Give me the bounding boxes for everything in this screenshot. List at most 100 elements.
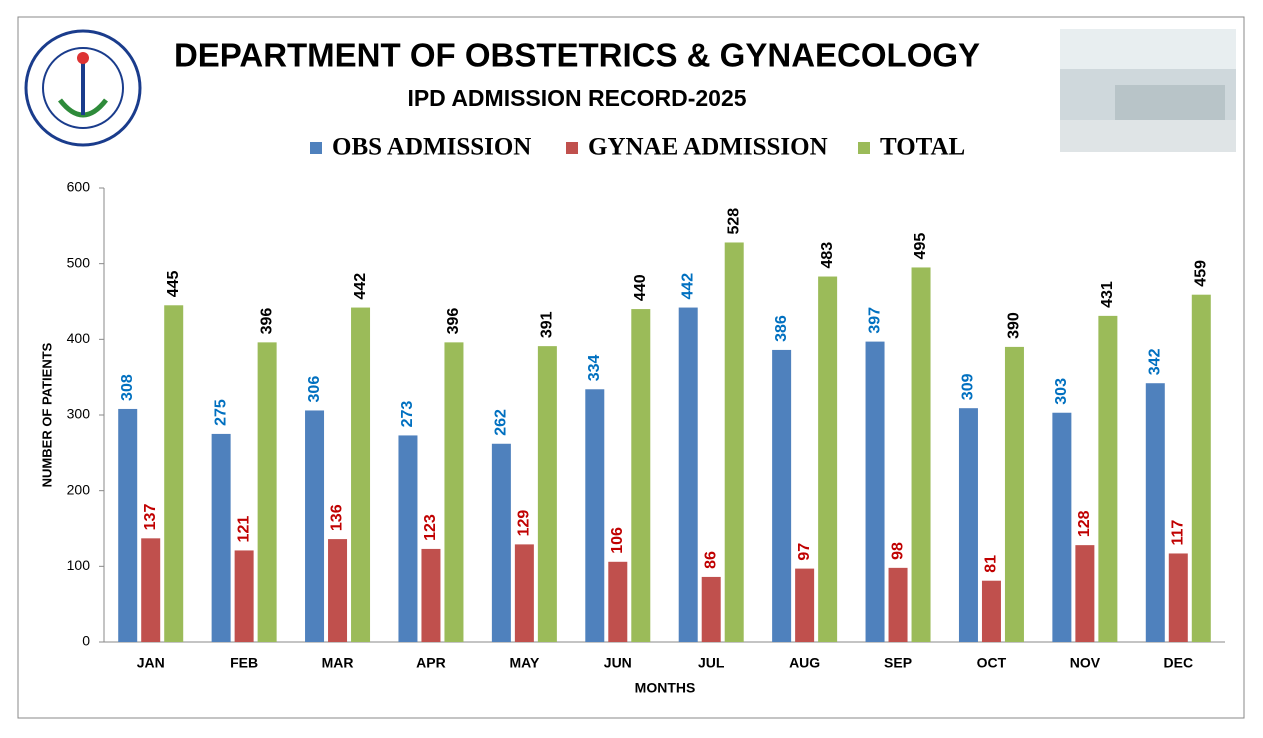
x-axis-label: MONTHS xyxy=(635,680,696,696)
bar xyxy=(1098,315,1118,642)
bar xyxy=(351,307,371,642)
logo xyxy=(24,29,142,147)
bar xyxy=(328,539,348,642)
value-label: 275 xyxy=(212,399,229,426)
value-label: 98 xyxy=(889,542,906,560)
value-label: 431 xyxy=(1099,281,1116,308)
value-label: 390 xyxy=(1006,312,1023,339)
bar xyxy=(118,408,138,642)
value-label: 136 xyxy=(329,504,346,531)
value-label: 442 xyxy=(352,273,369,300)
value-label: 396 xyxy=(445,308,462,335)
bar xyxy=(1075,545,1095,642)
value-label: 262 xyxy=(493,409,510,436)
value-label: 97 xyxy=(796,543,813,561)
value-label: 86 xyxy=(702,551,719,569)
value-label: 459 xyxy=(1193,260,1210,287)
x-tick-label: JUL xyxy=(698,655,725,671)
value-label: 397 xyxy=(866,307,883,334)
value-label: 273 xyxy=(399,401,416,428)
bar xyxy=(1191,294,1211,642)
bar xyxy=(1052,412,1072,642)
value-label: 128 xyxy=(1076,510,1093,537)
x-tick-label: AUG xyxy=(789,655,820,671)
legend-swatch xyxy=(310,142,322,154)
value-label: 396 xyxy=(258,308,275,335)
bar xyxy=(981,580,1001,642)
bar xyxy=(491,443,511,642)
value-label: 306 xyxy=(306,376,323,403)
value-label: 123 xyxy=(422,514,439,541)
value-label: 342 xyxy=(1147,348,1164,375)
bar xyxy=(818,276,838,642)
value-label: 483 xyxy=(819,242,836,269)
bar xyxy=(865,341,885,642)
bar xyxy=(888,567,908,642)
legend-label: OBS ADMISSION xyxy=(332,134,531,161)
value-label: 442 xyxy=(679,273,696,300)
bar xyxy=(141,538,161,642)
y-tick-label: 500 xyxy=(67,254,91,270)
legend-swatch xyxy=(858,142,870,154)
bar xyxy=(164,305,184,642)
y-axis-label: NUMBER OF PATIENTS xyxy=(39,342,54,487)
value-label: 445 xyxy=(165,270,182,297)
y-tick-label: 300 xyxy=(67,406,91,422)
bar xyxy=(724,242,744,643)
bar xyxy=(1168,553,1188,642)
bar xyxy=(305,410,325,642)
bar xyxy=(958,408,978,642)
bar xyxy=(537,346,557,642)
value-label: 528 xyxy=(725,208,742,235)
bar xyxy=(911,267,931,642)
legend-swatch xyxy=(566,142,578,154)
value-label: 137 xyxy=(142,504,159,531)
value-label: 309 xyxy=(960,373,977,400)
bar xyxy=(234,550,254,642)
y-tick-label: 0 xyxy=(82,633,90,649)
bar xyxy=(398,435,418,642)
x-tick-label: OCT xyxy=(977,655,1007,671)
bar xyxy=(772,349,792,642)
value-label: 440 xyxy=(632,274,649,301)
bar xyxy=(421,548,441,642)
bar xyxy=(678,307,698,642)
y-tick-label: 600 xyxy=(67,179,91,195)
value-label: 391 xyxy=(539,311,556,338)
bar xyxy=(257,342,277,642)
bar xyxy=(631,309,651,642)
hospital-photo xyxy=(1060,29,1236,152)
bar xyxy=(608,561,628,642)
bar xyxy=(1145,383,1165,642)
legend-label: GYNAE ADMISSION xyxy=(588,134,828,161)
x-tick-label: SEP xyxy=(884,655,912,671)
x-tick-label: FEB xyxy=(230,655,258,671)
bar xyxy=(444,342,464,642)
value-label: 334 xyxy=(586,354,603,381)
x-tick-label: APR xyxy=(416,655,446,671)
chart-subtitle: IPD ADMISSION RECORD-2025 xyxy=(407,85,746,111)
value-label: 308 xyxy=(119,374,136,401)
y-tick-label: 200 xyxy=(67,481,91,497)
value-label: 129 xyxy=(516,510,533,537)
x-tick-label: MAY xyxy=(509,655,539,671)
x-tick-label: MAR xyxy=(322,655,354,671)
chart-title: DEPARTMENT OF OBSTETRICS & GYNAECOLOGY xyxy=(174,37,980,74)
x-tick-label: JUN xyxy=(604,655,632,671)
y-tick-label: 100 xyxy=(67,557,91,573)
value-label: 106 xyxy=(609,527,626,554)
bar xyxy=(1004,346,1024,642)
bar xyxy=(514,544,534,642)
value-label: 121 xyxy=(235,516,252,543)
value-label: 117 xyxy=(1170,520,1187,546)
value-label: 303 xyxy=(1053,378,1070,405)
bar xyxy=(211,433,231,642)
x-tick-label: NOV xyxy=(1070,655,1101,671)
value-label: 495 xyxy=(912,233,929,260)
value-label: 81 xyxy=(983,555,1000,573)
value-label: 386 xyxy=(773,315,790,342)
bar xyxy=(701,576,721,642)
y-tick-label: 400 xyxy=(67,330,91,346)
bar xyxy=(585,389,605,642)
